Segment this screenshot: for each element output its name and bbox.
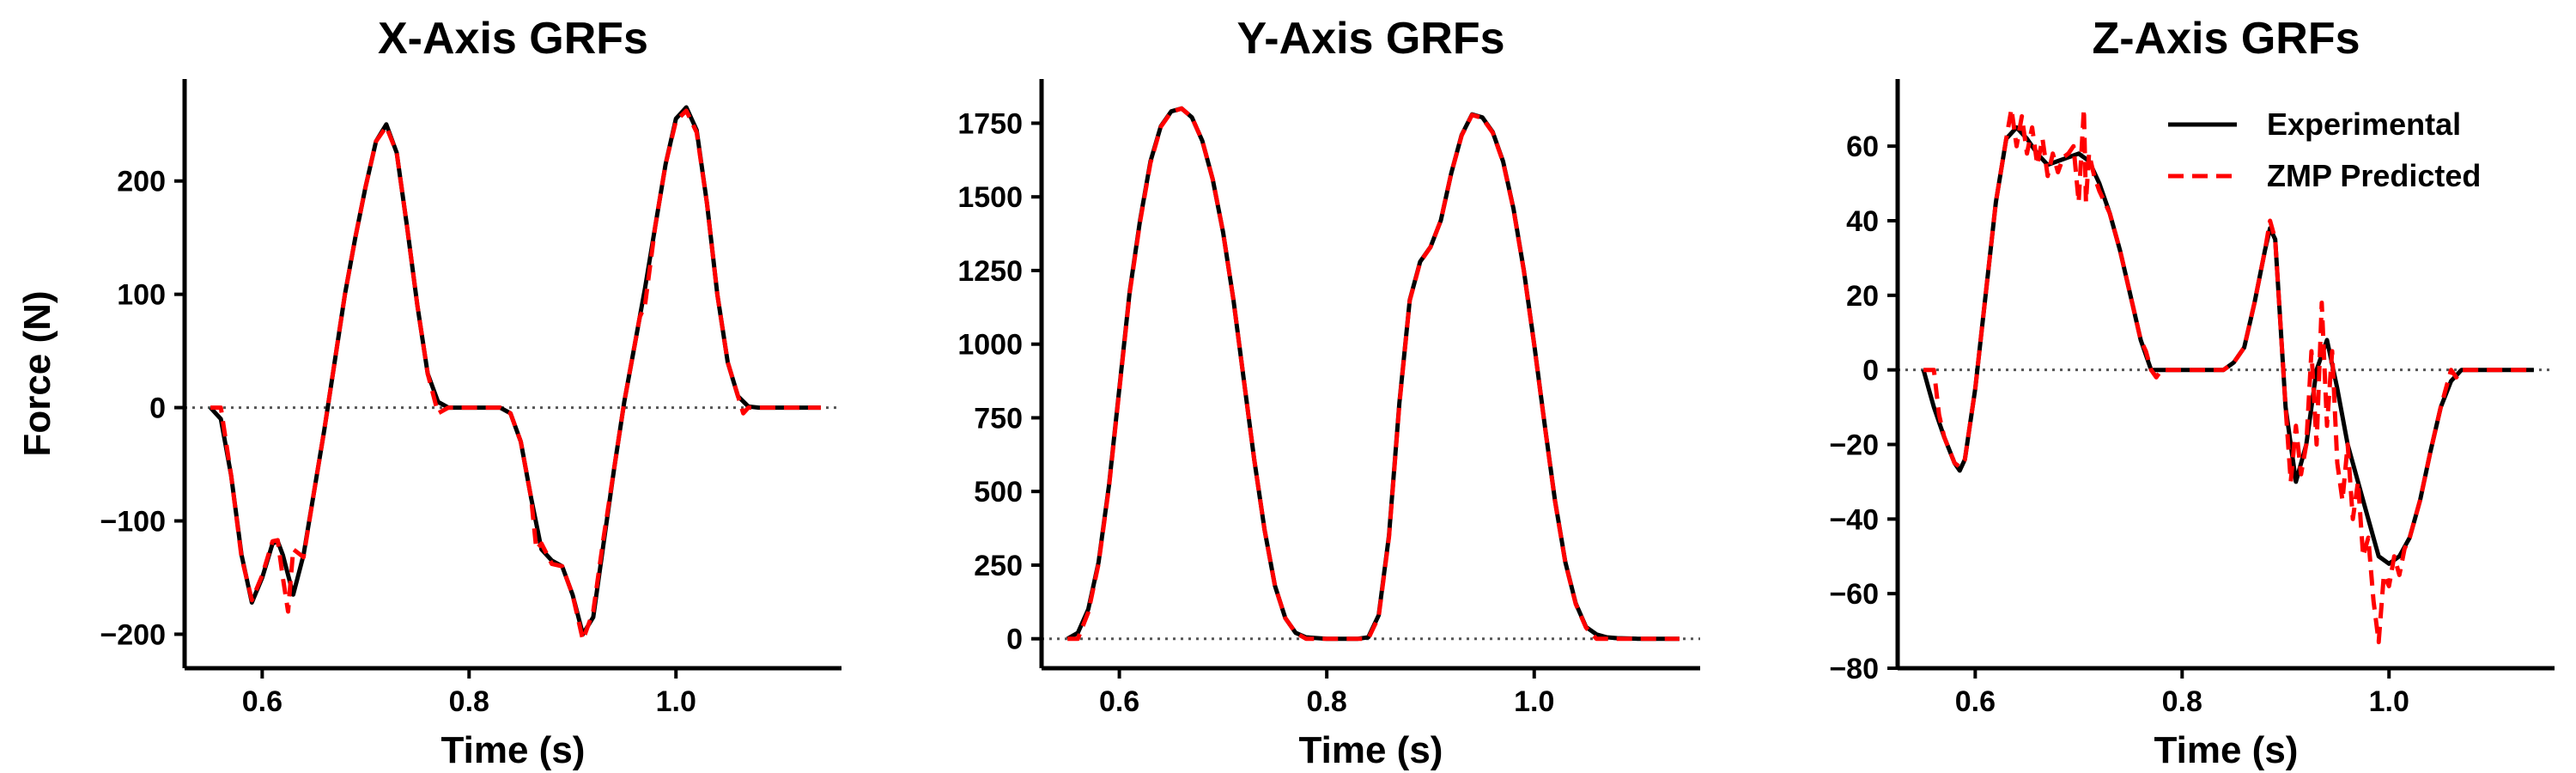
- subplot-z-axis-grfs: Z-Axis GRFs 0.6 0.8 1.0 −80 −60 −40 −20 0 20 40 60 T…: [1829, 14, 2555, 771]
- y-tick-label: 60: [1846, 131, 1879, 163]
- y-tick-label: −80: [1829, 653, 1879, 685]
- series-line-experimental: [1066, 106, 1680, 642]
- x-tick-label: 0.6: [242, 685, 283, 718]
- y-tick-label: 1500: [957, 181, 1023, 214]
- x-tick-label: 0.8: [449, 685, 489, 718]
- y-tick-label: −20: [1829, 429, 1879, 461]
- y-tick-label: −40: [1829, 503, 1879, 536]
- y-tick-label: 40: [1846, 205, 1879, 238]
- x-tick-label: 0.8: [1307, 685, 1347, 718]
- y-tick-label: 1750: [957, 107, 1023, 140]
- legend-label: Experimental: [2267, 107, 2461, 142]
- y-tick-label: −200: [100, 618, 166, 651]
- x-axis-label: Time (s): [1299, 729, 1443, 771]
- x-tick-label: 0.8: [2162, 685, 2202, 718]
- y-tick-label: −100: [100, 506, 166, 539]
- subplot-y-axis-grfs: Y-Axis GRFs 0.6 0.8 1.0 0 250 500 750 1000 1250 15…: [957, 14, 1700, 771]
- x-tick-label: 0.6: [1955, 685, 1996, 718]
- x-tick-label: 1.0: [1514, 685, 1554, 718]
- x-tick-label: 1.0: [656, 685, 696, 718]
- series-line-zmp-predicted: [210, 108, 821, 642]
- x-axis-label: Time (s): [441, 729, 586, 771]
- chart-title: Y-Axis GRFs: [1236, 14, 1504, 64]
- y-tick-label: 500: [974, 476, 1023, 508]
- x-tick-label: 1.0: [2369, 685, 2409, 718]
- legend-label: ZMP Predicted: [2267, 158, 2481, 193]
- y-tick-label: −60: [1829, 578, 1879, 611]
- x-axis-label: Time (s): [2154, 729, 2299, 771]
- y-tick-label: 750: [974, 402, 1023, 435]
- chart-title: Z-Axis GRFs: [2092, 14, 2360, 64]
- y-tick-label: 0: [1862, 355, 1879, 387]
- y-tick-label: 250: [974, 550, 1023, 582]
- y-tick-label: 0: [1006, 624, 1023, 656]
- series-line-zmp-predicted: [1067, 106, 1680, 642]
- subplot-x-axis-grfs: X-Axis GRFs 0.6 0.8 1.0 −200 −100 0 100 200 Time …: [16, 14, 841, 771]
- y-axis-label: Force (N): [16, 290, 58, 456]
- y-tick-label: 1250: [957, 255, 1023, 288]
- y-tick-label: 0: [149, 393, 166, 425]
- y-tick-label: 100: [117, 279, 166, 312]
- legend: Experimental ZMP Predicted: [2168, 107, 2481, 193]
- x-tick-label: 0.6: [1099, 685, 1139, 718]
- chart-title: X-Axis GRFs: [378, 14, 648, 64]
- y-tick-label: 1000: [957, 329, 1023, 362]
- y-tick-label: 20: [1846, 280, 1879, 313]
- y-tick-label: 200: [117, 166, 166, 198]
- series-line-zmp-predicted: [1923, 107, 2534, 645]
